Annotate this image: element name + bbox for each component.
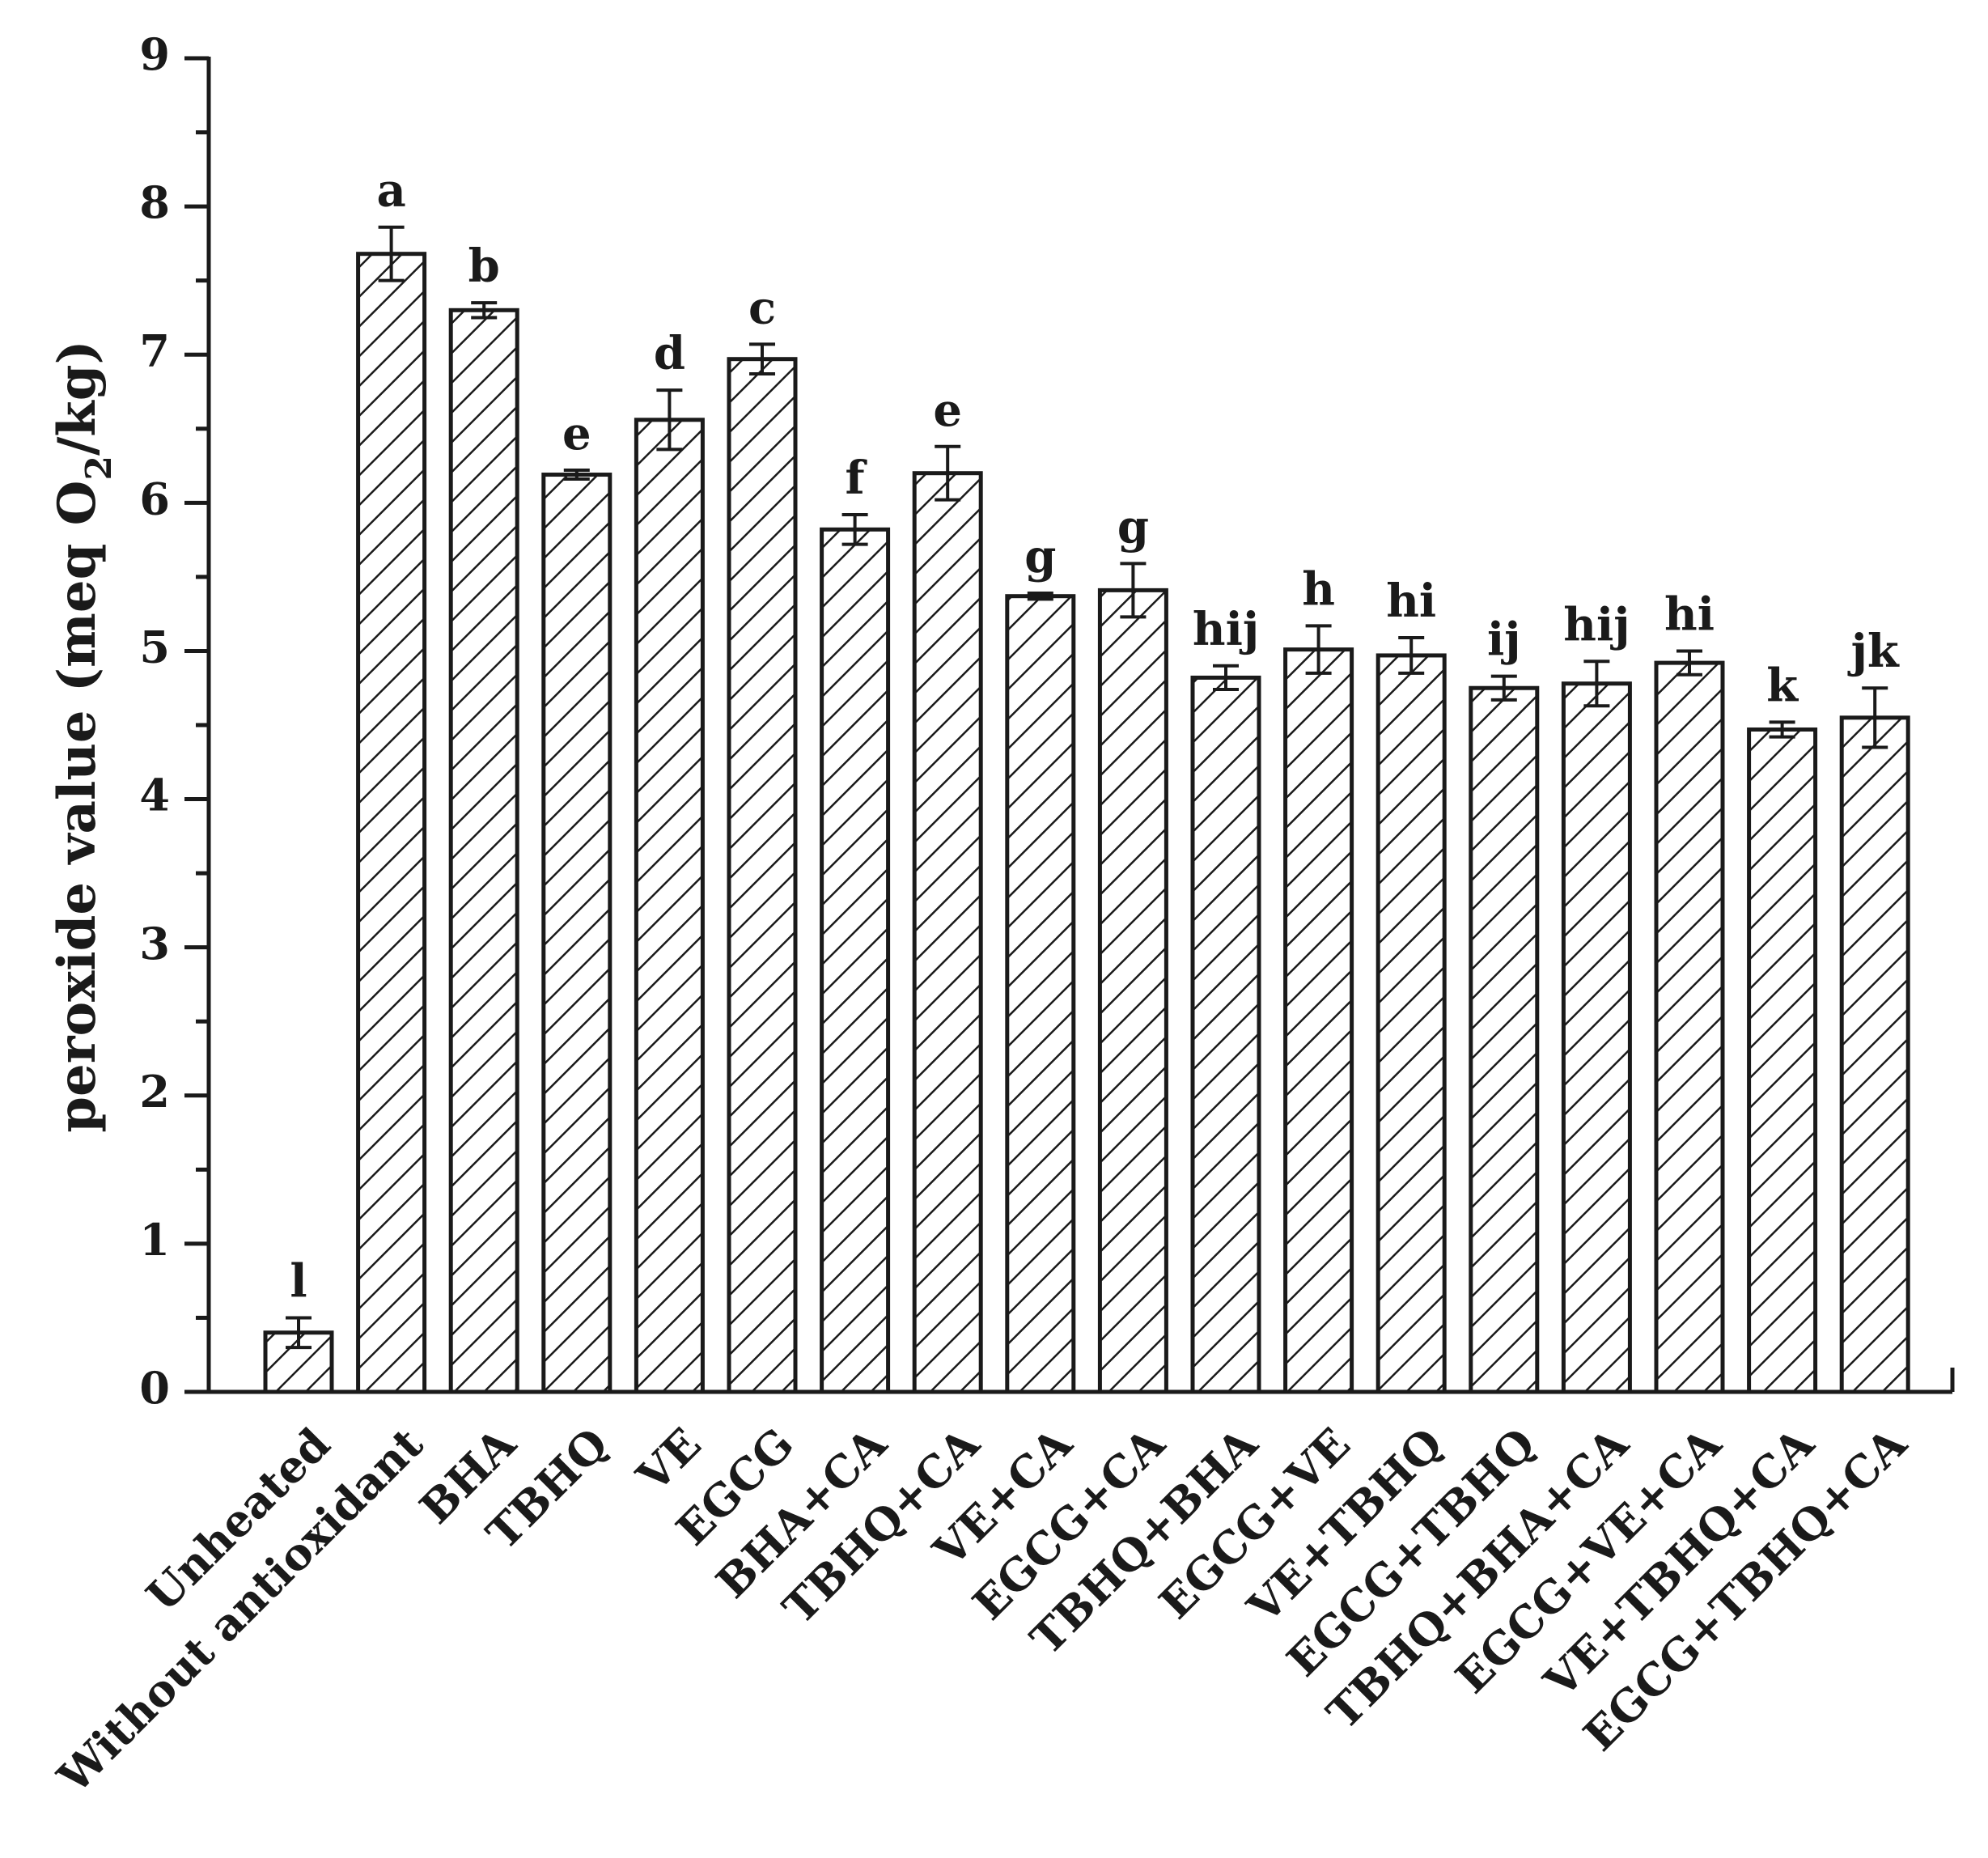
- error-bar: [935, 444, 961, 502]
- y-axis-label-subscript: 2: [78, 456, 120, 481]
- significance-letter: a: [376, 164, 405, 218]
- significance-letter: hij: [1563, 598, 1630, 651]
- bar: [1839, 715, 1910, 1394]
- bar: [1654, 660, 1725, 1394]
- error-bar: [1027, 592, 1053, 601]
- error-bars: [286, 225, 1888, 1350]
- y-tick-label: 5: [139, 621, 170, 673]
- bar: [541, 473, 613, 1394]
- bar: [1283, 647, 1354, 1394]
- bar: [1097, 588, 1168, 1394]
- error-bar: [286, 1316, 312, 1350]
- bar: [820, 527, 891, 1394]
- bars: [263, 252, 1910, 1394]
- bar: [1190, 675, 1261, 1394]
- bar: [727, 357, 798, 1394]
- error-bar: [841, 512, 868, 546]
- significance-letter: hi: [1386, 575, 1436, 628]
- significance-letter: e: [562, 407, 591, 460]
- error-bar: [1862, 686, 1888, 749]
- y-tick-label: 2: [139, 1066, 170, 1118]
- error-bar: [471, 301, 498, 320]
- significance-letter: e: [933, 384, 962, 437]
- bar: [1469, 685, 1540, 1394]
- y-tick-label: 1: [139, 1214, 170, 1266]
- bar: [1561, 681, 1632, 1394]
- bar: [912, 471, 983, 1394]
- y-axis-label: peroxide value (meq O2/kg): [47, 340, 121, 1132]
- bar: [1747, 727, 1818, 1394]
- significance-letter: l: [290, 1254, 307, 1308]
- error-bar: [656, 388, 683, 452]
- error-bar: [1398, 635, 1425, 675]
- significance-letter: ij: [1487, 613, 1521, 667]
- error-bar: [1769, 720, 1795, 739]
- error-bar: [749, 342, 775, 376]
- significance-letter: f: [846, 452, 868, 505]
- significance-letter: hij: [1193, 603, 1259, 656]
- significance-letter: c: [748, 281, 776, 334]
- error-bar: [1213, 664, 1239, 692]
- y-axis-label-main: peroxide value (meq O: [47, 481, 108, 1133]
- y-ticks: 0 1 2 3 4 5 6 7 8 9: [139, 28, 209, 1414]
- significance-letter: hi: [1664, 588, 1715, 641]
- error-bar: [1490, 674, 1517, 702]
- significance-letter: jk: [1847, 625, 1900, 678]
- y-tick-label: 8: [139, 176, 170, 228]
- error-bar: [1583, 660, 1610, 708]
- significance-letter: g: [1024, 530, 1056, 583]
- x-category-label: Without antioxidant: [47, 1418, 433, 1804]
- error-bar: [1676, 649, 1702, 677]
- error-bar: [1120, 562, 1147, 619]
- bar: [356, 252, 427, 1394]
- error-bar: [1305, 624, 1332, 675]
- y-axis-label-tail: /kg): [47, 340, 108, 456]
- y-tick-label: 7: [139, 325, 170, 376]
- significance-letter: b: [468, 240, 500, 293]
- significance-letter: g: [1117, 500, 1149, 554]
- y-tick-label: 6: [139, 473, 170, 524]
- bar: [634, 418, 705, 1394]
- y-tick-label: 0: [139, 1362, 170, 1414]
- significance-letter: h: [1302, 562, 1335, 616]
- error-bar: [378, 225, 405, 282]
- bar: [448, 308, 519, 1394]
- bar: [1005, 594, 1076, 1394]
- significance-letter: k: [1766, 659, 1799, 712]
- error-bar: [563, 469, 590, 481]
- bar: [1375, 653, 1447, 1394]
- y-tick-label: 4: [139, 770, 170, 821]
- y-tick-label: 9: [139, 28, 170, 80]
- significance-letter: d: [654, 327, 685, 380]
- y-tick-label: 3: [139, 918, 170, 969]
